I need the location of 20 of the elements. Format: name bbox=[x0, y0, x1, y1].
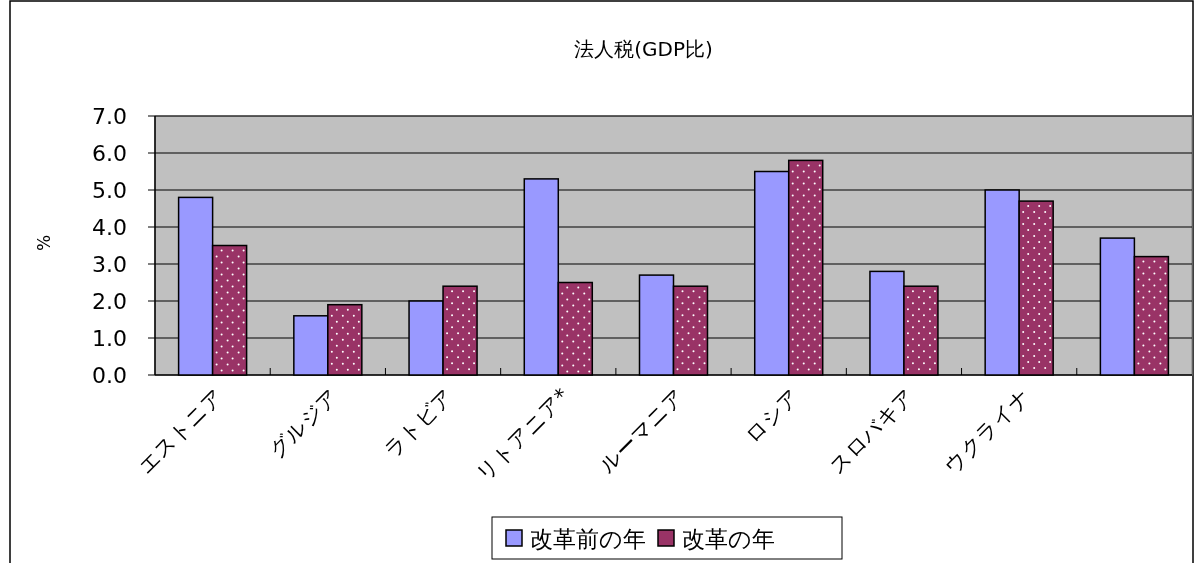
x-tick-label: ウクライナ bbox=[939, 383, 1035, 479]
legend-label: 改革の年 bbox=[682, 526, 775, 552]
x-tick-label: ロシア bbox=[740, 383, 805, 448]
x-tick-label: ルーマニア bbox=[594, 383, 690, 478]
y-tick-label: 7.0 bbox=[92, 104, 127, 129]
legend-label: 改革前の年 bbox=[530, 526, 646, 552]
y-tick-label: 4.0 bbox=[92, 215, 127, 240]
x-tick-label: リトアニア* bbox=[471, 383, 574, 486]
y-axis-title: % bbox=[34, 234, 54, 252]
x-tick-label: スロバキア bbox=[824, 383, 920, 479]
x-tick-label: グルジア bbox=[264, 383, 344, 463]
x-tick-label: エストニア bbox=[133, 383, 229, 479]
y-tick-label: 5.0 bbox=[92, 178, 127, 203]
x-tick-label: ラトビア bbox=[379, 383, 459, 463]
chart-title: 法人税(GDP比) bbox=[574, 37, 713, 61]
y-tick-label: 6.0 bbox=[92, 141, 127, 166]
y-tick-label: 2.0 bbox=[92, 289, 127, 314]
y-tick-label: 3.0 bbox=[92, 252, 127, 277]
y-tick-label: 1.0 bbox=[92, 326, 127, 351]
y-tick-label: 0.0 bbox=[92, 363, 127, 388]
